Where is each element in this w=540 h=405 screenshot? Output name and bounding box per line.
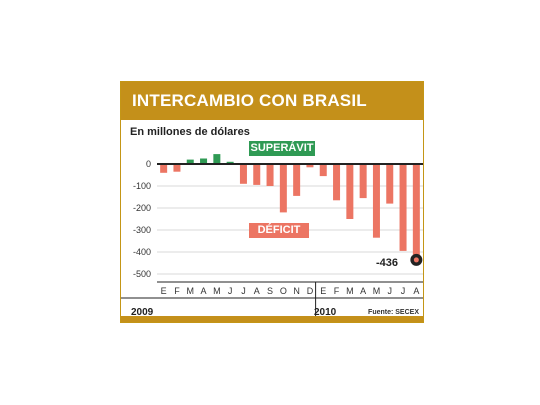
x-tick-label: M <box>213 286 221 296</box>
year-label-2009: 2009 <box>131 307 154 318</box>
bar <box>412 164 420 260</box>
bar <box>359 164 367 199</box>
y-tick-label: 0 <box>146 159 151 169</box>
x-tick-label: J <box>388 286 393 296</box>
deficit-badge: DÉFICIT <box>249 223 309 238</box>
x-tick-label: E <box>320 286 326 296</box>
y-tick-label: -100 <box>133 181 151 191</box>
bar <box>386 164 394 204</box>
bar <box>319 164 327 177</box>
y-tick-label: -400 <box>133 247 151 257</box>
x-tick-label: M <box>187 286 195 296</box>
chart-card: INTERCAMBIO CON BRASIL En millones de dó… <box>120 81 424 323</box>
x-tick-label: J <box>228 286 233 296</box>
source-note: Fuente: SECEX <box>368 309 419 316</box>
x-tick-label: D <box>307 286 314 296</box>
y-tick-label: -200 <box>133 203 151 213</box>
bar <box>346 164 354 219</box>
x-tick-label: F <box>174 286 180 296</box>
bar <box>399 164 407 251</box>
bar <box>279 164 287 213</box>
bar <box>266 164 274 186</box>
bar <box>186 159 194 164</box>
bars <box>160 154 420 260</box>
bar <box>239 164 247 184</box>
bar <box>306 164 314 168</box>
bar <box>173 164 181 172</box>
surplus-badge: SUPERÁVIT <box>249 141 315 156</box>
x-tick-label: N <box>293 286 300 296</box>
x-tick-label: F <box>334 286 340 296</box>
highlight-marker-dot <box>413 257 419 263</box>
x-tick-label: E <box>161 286 167 296</box>
bar <box>293 164 301 196</box>
bar <box>372 164 380 238</box>
y-axis-ticks: 0 -100 -200 -300 -400 -500 <box>133 159 151 279</box>
x-tick-label: S <box>267 286 273 296</box>
highlight-value-label: -436 <box>376 257 399 269</box>
chart-subtitle: En millones de dólares <box>130 126 250 138</box>
chart-title: INTERCAMBIO CON BRASIL <box>132 91 367 110</box>
bar <box>226 161 234 164</box>
bar <box>213 154 221 164</box>
x-tick-label: A <box>360 286 366 296</box>
x-tick-label: M <box>346 286 354 296</box>
y-tick-label: -500 <box>133 269 151 279</box>
bar <box>253 164 261 185</box>
x-tick-label: A <box>413 286 419 296</box>
bottom-stripe <box>121 316 423 322</box>
title-bar: INTERCAMBIO CON BRASIL <box>121 82 423 120</box>
x-tick-label: O <box>280 286 287 296</box>
y-tick-label: -300 <box>133 225 151 235</box>
x-tick-label: J <box>241 286 246 296</box>
year-label-2010: 2010 <box>314 307 337 318</box>
x-tick-label: J <box>401 286 406 296</box>
x-tick-label: A <box>254 286 260 296</box>
bar <box>333 164 341 201</box>
bar <box>160 164 168 173</box>
x-tick-label: M <box>373 286 381 296</box>
x-tick-label: A <box>201 286 207 296</box>
bar <box>200 158 208 164</box>
